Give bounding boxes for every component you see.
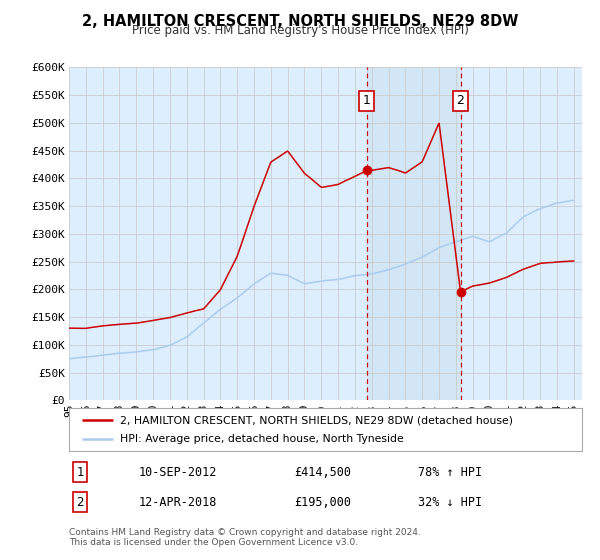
- Text: 12-APR-2018: 12-APR-2018: [138, 496, 217, 509]
- Text: HPI: Average price, detached house, North Tyneside: HPI: Average price, detached house, Nort…: [121, 434, 404, 444]
- Text: £195,000: £195,000: [295, 496, 352, 509]
- Text: 78% ↑ HPI: 78% ↑ HPI: [418, 465, 482, 479]
- Text: 2, HAMILTON CRESCENT, NORTH SHIELDS, NE29 8DW (detached house): 2, HAMILTON CRESCENT, NORTH SHIELDS, NE2…: [121, 415, 513, 425]
- Text: 10-SEP-2012: 10-SEP-2012: [138, 465, 217, 479]
- Text: Contains HM Land Registry data © Crown copyright and database right 2024.
This d: Contains HM Land Registry data © Crown c…: [69, 528, 421, 547]
- Text: 1: 1: [363, 94, 371, 107]
- Text: 2: 2: [77, 496, 84, 509]
- Text: £414,500: £414,500: [295, 465, 352, 479]
- Bar: [367, 67, 461, 400]
- Text: Price paid vs. HM Land Registry's House Price Index (HPI): Price paid vs. HM Land Registry's House …: [131, 24, 469, 36]
- Text: 1: 1: [77, 465, 84, 479]
- Text: 2: 2: [457, 94, 464, 107]
- Text: 32% ↓ HPI: 32% ↓ HPI: [418, 496, 482, 509]
- Text: 2, HAMILTON CRESCENT, NORTH SHIELDS, NE29 8DW: 2, HAMILTON CRESCENT, NORTH SHIELDS, NE2…: [82, 14, 518, 29]
